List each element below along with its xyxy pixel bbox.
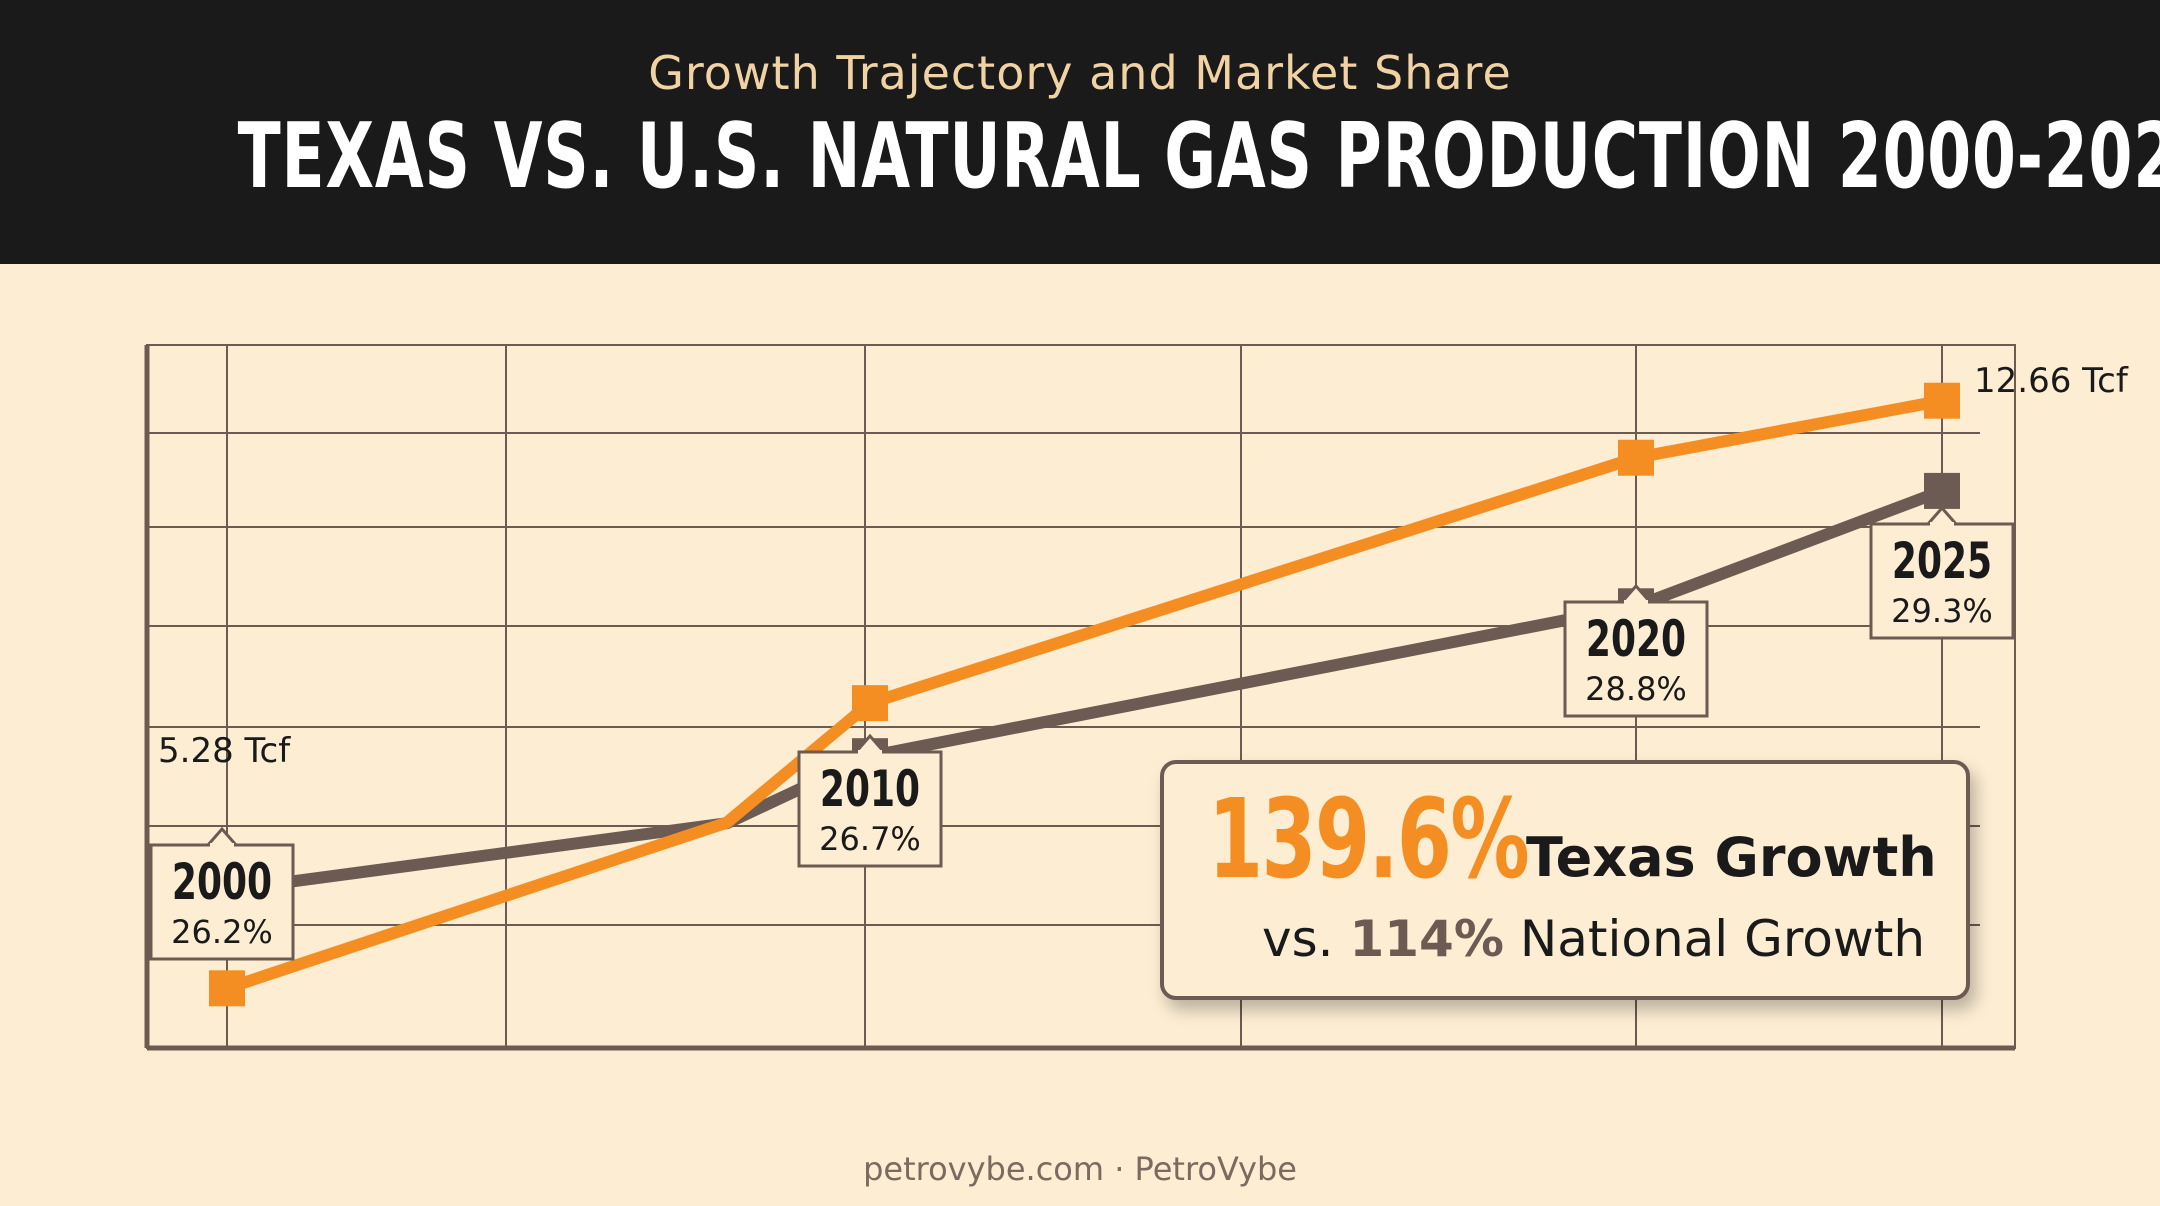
share-box-year-2000: 2000: [172, 853, 272, 912]
texas-series-point-2020: [1618, 439, 1654, 476]
texas-growth-value: 139.6%: [1208, 775, 1530, 903]
chart-subtitle: Growth Trajectory and Market Share: [648, 46, 1512, 100]
national-growth-line: vs. 114% National Growth: [1262, 910, 1925, 968]
share-box-value-2010: 26.7%: [819, 820, 921, 858]
national-growth-value: 114%: [1349, 910, 1504, 968]
share-box-pointer-2010: [854, 733, 886, 753]
texas-growth-label: Texas Growth: [1526, 826, 1937, 889]
share-box-value-2000: 26.2%: [171, 913, 273, 951]
us-series-point-2025: [1924, 472, 1960, 509]
share-box-2010: [797, 750, 943, 868]
chart-title: TEXAS VS. U.S. NATURAL GAS PRODUCTION 20…: [237, 104, 2160, 209]
share-box-value-2025: 29.3%: [1891, 592, 1993, 630]
share-box-2000: [149, 843, 295, 961]
header: Growth Trajectory and Market Share TEXAS…: [0, 0, 2160, 264]
share-box-year-2020: 2020: [1586, 610, 1686, 669]
share-box-pointer-2025: [1926, 505, 1958, 525]
national-prefix: vs.: [1262, 910, 1334, 968]
texas-series-point-2010: [852, 685, 888, 722]
national-growth-label: National Growth: [1519, 910, 1926, 968]
growth-callout: 139.6% Texas Growth vs. 114% National Gr…: [1160, 760, 1970, 1000]
footer-credit: petrovybe.com · PetroVybe: [863, 1150, 1297, 1188]
label-start-value: 5.28 Tcf: [158, 731, 291, 771]
grid: [144, 344, 2016, 1051]
label-end-value: 12.66 Tcf: [1974, 361, 2129, 401]
share-box-pointer-2000: [206, 826, 238, 846]
share-box-year-2010: 2010: [820, 760, 920, 819]
share-box-pointer-2020: [1620, 583, 1652, 603]
share-box-year-2025: 2025: [1892, 532, 1992, 591]
texas-series-point-2025: [1924, 382, 1960, 419]
texas-series-point-2000: [209, 970, 245, 1007]
share-box-value-2020: 28.8%: [1585, 670, 1687, 708]
